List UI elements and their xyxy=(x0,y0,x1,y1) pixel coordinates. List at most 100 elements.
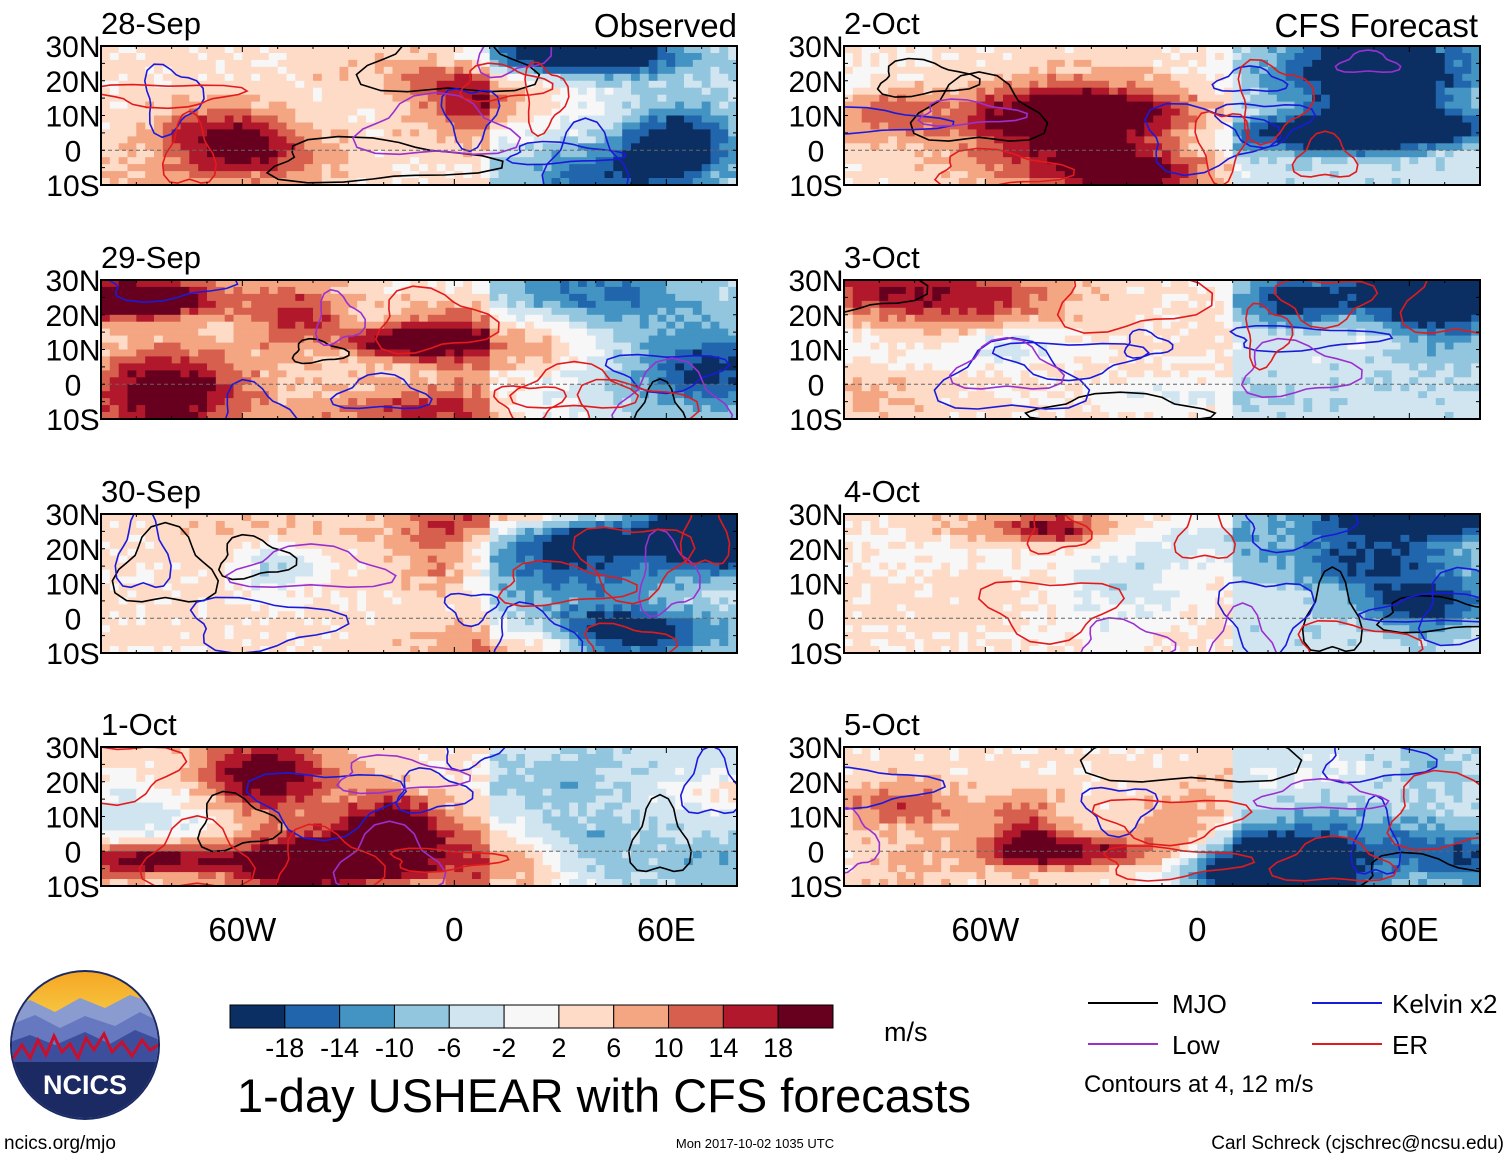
contour-er xyxy=(524,61,570,138)
y-tick-label: 20N xyxy=(788,66,843,99)
y-tick-label: 20N xyxy=(788,300,843,333)
colorbar-swatch xyxy=(722,1004,779,1029)
y-tick-label: 0 xyxy=(808,603,825,636)
contour-er xyxy=(1291,130,1359,178)
contour-mjo xyxy=(111,521,220,603)
contour-kelvin xyxy=(1211,65,1289,93)
contour-er xyxy=(977,580,1126,646)
contour-er xyxy=(1297,619,1424,653)
panel-date-label: 28-Sep xyxy=(101,6,201,41)
y-tick-label: 20N xyxy=(45,767,100,800)
legend-label-kelvin: Kelvin x2 xyxy=(1392,989,1498,1019)
y-tick-label: 10S xyxy=(789,404,842,437)
contour-er xyxy=(1268,834,1398,882)
colorbar-tick-label: -2 xyxy=(492,1033,516,1063)
colorbar-swatch xyxy=(668,1004,724,1029)
contour-er xyxy=(161,110,217,184)
footer-url: ncics.org/mjo xyxy=(4,1133,116,1154)
contour-er xyxy=(1399,280,1480,335)
contour-mjo xyxy=(876,57,981,98)
colorbar-swatch xyxy=(448,1004,505,1029)
x-tick-label: 60W xyxy=(951,911,1020,948)
contour-er xyxy=(101,747,188,807)
contour-low xyxy=(336,754,472,795)
contour-er xyxy=(1102,845,1256,882)
colorbar-tick-label: -10 xyxy=(375,1033,414,1063)
panels: 28-Sep30N20N10N010S29-Sep30N20N10N010S30… xyxy=(45,6,1481,904)
y-tick-label: 10N xyxy=(45,101,100,134)
y-tick-label: 0 xyxy=(65,369,82,402)
colorbar-tick-label: 18 xyxy=(763,1033,793,1063)
y-tick-label: 10N xyxy=(788,569,843,602)
contour-er xyxy=(389,847,510,874)
y-tick-label: 30N xyxy=(45,31,100,64)
contour-kelvin xyxy=(395,766,474,815)
contour-er xyxy=(1245,302,1294,371)
colorbar-units: m/s xyxy=(884,1017,928,1047)
figure-title: 1-day USHEAR with CFS forecasts xyxy=(237,1069,971,1122)
y-tick-label: 0 xyxy=(808,135,825,168)
y-tick-label: 0 xyxy=(65,603,82,636)
x-tick-label: 0 xyxy=(1188,911,1206,948)
contour-mjo xyxy=(217,533,298,581)
contour-kelvin xyxy=(505,140,627,166)
contour-kelvin xyxy=(189,596,350,653)
contour-kelvin xyxy=(1217,580,1316,653)
contour-er xyxy=(576,378,700,419)
contour-low xyxy=(314,288,367,347)
contour-kelvin xyxy=(143,63,205,139)
contour-er xyxy=(933,147,1076,185)
y-tick-label: 0 xyxy=(808,369,825,402)
contour-kelvin xyxy=(844,106,955,135)
contour-er xyxy=(584,622,679,653)
contour-low xyxy=(638,528,701,618)
colorbar-tick-label: 14 xyxy=(708,1033,738,1063)
contour-kelvin xyxy=(933,336,1091,410)
contour-er xyxy=(493,385,568,419)
contour-legend: MJO Kelvin x2 Low ER Contours at 4, 12 m… xyxy=(1084,989,1498,1098)
panel-date-label: 5-Oct xyxy=(844,707,920,742)
colorbar-swatch xyxy=(339,1004,395,1029)
panel-date-label: 1-Oct xyxy=(101,707,177,742)
panel-date-label: 2-Oct xyxy=(844,6,920,41)
contour-er xyxy=(1237,58,1316,146)
x-tick-label: 60W xyxy=(208,911,277,948)
contour-kelvin xyxy=(679,747,737,815)
contour-low xyxy=(844,806,881,874)
y-tick-label: 10N xyxy=(788,802,843,835)
y-tick-label: 10S xyxy=(789,638,842,671)
contour-low xyxy=(1079,616,1177,653)
contour-er xyxy=(1056,280,1214,334)
contour-er xyxy=(1386,769,1480,851)
contour-mjo xyxy=(627,793,693,873)
contour-er xyxy=(572,526,696,605)
y-tick-label: 30N xyxy=(788,265,843,298)
contour-er xyxy=(275,823,386,886)
y-tick-label: 30N xyxy=(45,499,100,532)
legend-label-mjo: MJO xyxy=(1172,989,1227,1019)
colorbar-tick-label: -6 xyxy=(437,1033,461,1063)
y-tick-label: 30N xyxy=(788,31,843,64)
contour-low xyxy=(225,543,397,589)
y-tick-label: 20N xyxy=(45,300,100,333)
y-tick-label: 10N xyxy=(45,335,100,368)
legend-label-low: Low xyxy=(1172,1030,1220,1060)
colorbar-tick-label: 2 xyxy=(551,1033,566,1063)
panel-date-label: 4-Oct xyxy=(844,474,920,509)
colorbar-tick-label: 10 xyxy=(654,1033,684,1063)
colorbar-tick-label: -18 xyxy=(265,1033,304,1063)
y-tick-label: 0 xyxy=(65,836,82,869)
colorbar-tick-label: -14 xyxy=(320,1033,359,1063)
contour-kelvin xyxy=(1321,747,1438,784)
contour-er xyxy=(1273,280,1379,330)
y-tick-label: 20N xyxy=(788,534,843,567)
contour-er xyxy=(1026,514,1093,555)
y-tick-label: 0 xyxy=(808,836,825,869)
contour-kelvin xyxy=(440,87,501,153)
y-tick-label: 30N xyxy=(45,265,100,298)
contour-er xyxy=(509,360,640,409)
